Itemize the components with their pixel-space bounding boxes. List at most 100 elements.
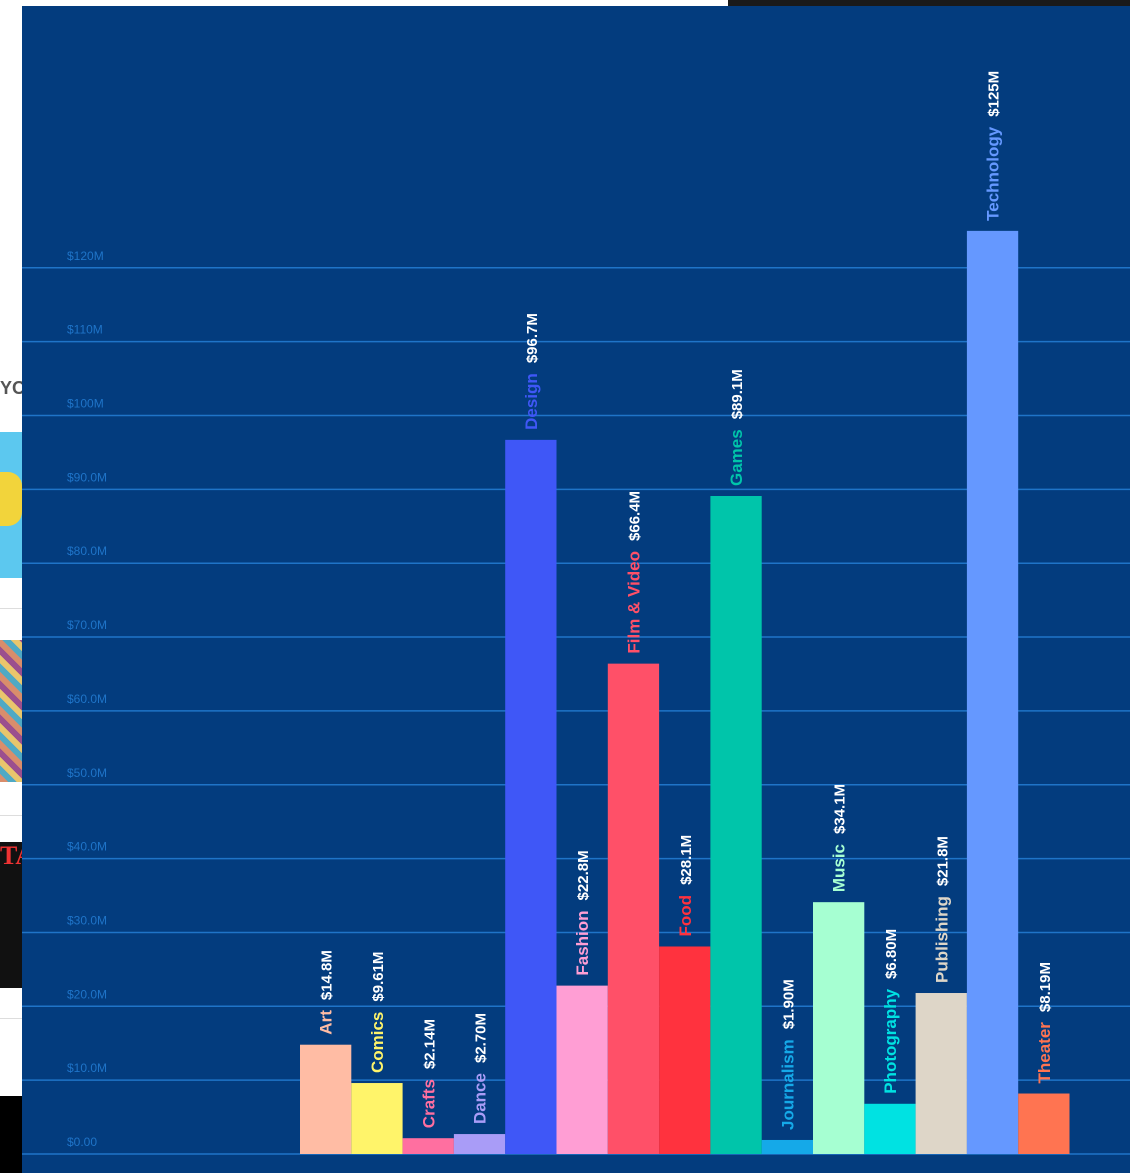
bar-label-group: Crafts $2.14M xyxy=(419,1019,438,1128)
bar-label: Film & Video $66.4M xyxy=(624,491,643,654)
value-label: $9.61M xyxy=(370,952,387,1002)
project-thumbnail[interactable] xyxy=(0,640,22,782)
category-label: Technology xyxy=(984,126,1003,221)
bar-label: Art $14.8M xyxy=(317,950,336,1035)
bar-4 xyxy=(505,439,557,1155)
y-tick-label: $100M xyxy=(67,397,104,411)
y-tick-label: $70.0M xyxy=(67,618,107,632)
y-tick-label: $0.00 xyxy=(67,1135,97,1149)
bar-label-group: Food $28.1M xyxy=(676,835,695,937)
bar-6 xyxy=(607,663,660,1154)
project-thumbnail[interactable] xyxy=(0,1096,22,1173)
list-divider xyxy=(0,815,22,816)
bar-13 xyxy=(966,230,1019,1154)
value-label: $125M xyxy=(986,71,1003,117)
bar-label: Food $28.1M xyxy=(676,835,695,937)
bar-label: Photography $6.80M xyxy=(881,929,900,1094)
bar-label: Games $89.1M xyxy=(727,369,746,486)
bar-label-group: Music $34.1M xyxy=(830,784,849,892)
bar-label-group: Theater $8.19M xyxy=(1035,962,1054,1083)
value-label: $14.8M xyxy=(319,950,336,1000)
bar-label-group: Film & Video $66.4M xyxy=(624,491,643,654)
value-label: $2.70M xyxy=(473,1013,490,1063)
bar-7 xyxy=(659,946,711,1154)
bar-chart: $0.00 $10.0M $20.0M $30.0M $40.0M $50.0M $60.0… xyxy=(22,71,1130,1155)
category-label: Art xyxy=(317,1010,336,1035)
category-label: Crafts xyxy=(419,1079,438,1128)
bar-label-group: Photography $6.80M xyxy=(881,929,900,1094)
bar-label-group: Dance $2.70M xyxy=(471,1013,490,1124)
y-tick-label: $50.0M xyxy=(67,766,107,780)
value-label: $6.80M xyxy=(883,929,900,979)
bar-label: Theater $8.19M xyxy=(1035,962,1054,1083)
y-tick-label: $20.0M xyxy=(67,987,107,1001)
bar-label-group: Technology $125M xyxy=(984,71,1003,221)
y-tick-label: $10.0M xyxy=(67,1061,107,1075)
y-tick-label: $120M xyxy=(67,249,104,263)
category-label: Film & Video xyxy=(624,551,643,654)
category-label: Music xyxy=(830,844,849,892)
category-label: Games xyxy=(727,429,746,486)
value-label: $34.1M xyxy=(832,784,849,834)
bar-label: Dance $2.70M xyxy=(471,1013,490,1124)
partial-heading-text: YO xyxy=(0,378,27,398)
y-tick-label: $90.0M xyxy=(67,470,107,484)
category-label: Comics xyxy=(368,1012,387,1073)
category-label: Theater xyxy=(1035,1022,1054,1084)
bar-1 xyxy=(351,1083,403,1154)
bar-label: Design $96.7M xyxy=(522,313,541,430)
value-label: $2.14M xyxy=(421,1019,438,1069)
bar-label: Technology $125M xyxy=(984,71,1003,221)
value-label: $89.1M xyxy=(729,369,746,419)
category-label: Journalism xyxy=(778,1039,797,1130)
value-label: $22.8M xyxy=(575,850,592,900)
category-label: Food xyxy=(676,895,695,937)
category-label: Fashion xyxy=(573,910,592,975)
value-label: $96.7M xyxy=(524,313,541,363)
bar-label-group: Design $96.7M xyxy=(522,313,541,430)
bar-label-group: Fashion $22.8M xyxy=(573,850,592,975)
bar-label: Fashion $22.8M xyxy=(573,850,592,975)
category-label: Design xyxy=(522,373,541,430)
y-tick-label: $110M xyxy=(67,323,103,337)
y-tick-label: $40.0M xyxy=(67,840,107,854)
bar-label: Comics $9.61M xyxy=(368,952,387,1073)
bar-10 xyxy=(813,902,865,1154)
bar-12 xyxy=(915,993,967,1154)
bar-label: Music $34.1M xyxy=(830,784,849,892)
page-top-strip xyxy=(728,0,1130,6)
y-tick-label: $80.0M xyxy=(67,544,107,558)
list-divider xyxy=(0,608,22,609)
bar-2 xyxy=(402,1138,454,1154)
bar-9 xyxy=(761,1139,813,1154)
list-divider xyxy=(0,1018,22,1019)
bar-8 xyxy=(710,495,762,1155)
value-label: $66.4M xyxy=(626,491,643,541)
bar-label: Crafts $2.14M xyxy=(419,1019,438,1128)
bar-11 xyxy=(864,1103,916,1154)
bar-14 xyxy=(1018,1093,1070,1154)
category-label: Dance xyxy=(471,1073,490,1124)
bar-0 xyxy=(300,1044,352,1154)
value-label: $8.19M xyxy=(1037,962,1054,1012)
project-thumbnail[interactable] xyxy=(0,432,22,578)
project-thumbnail[interactable]: TAROT xyxy=(0,842,22,988)
bar-label-group: Comics $9.61M xyxy=(368,952,387,1073)
bar-label: Publishing $21.8M xyxy=(932,836,951,983)
bar-label: Journalism $1.90M xyxy=(778,979,797,1130)
bar-label-group: Journalism $1.90M xyxy=(778,979,797,1130)
category-label: Publishing xyxy=(932,896,951,983)
value-label: $21.8M xyxy=(934,836,951,886)
thumbnail-text: TAROT xyxy=(0,842,22,870)
chart-panel: $0.00 $10.0M $20.0M $30.0M $40.0M $50.0M $60.0… xyxy=(22,6,1130,1173)
value-label: $1.90M xyxy=(780,979,797,1029)
category-label: Photography xyxy=(881,988,900,1093)
bar-label-group: Art $14.8M xyxy=(317,950,336,1035)
thumbnail-graphic xyxy=(0,472,22,526)
bar-5 xyxy=(556,985,608,1154)
y-tick-label: $60.0M xyxy=(67,692,107,706)
bar-label-group: Publishing $21.8M xyxy=(932,836,951,983)
bar-3 xyxy=(453,1134,506,1154)
value-label: $28.1M xyxy=(678,835,695,885)
y-tick-label: $30.0M xyxy=(67,913,107,927)
